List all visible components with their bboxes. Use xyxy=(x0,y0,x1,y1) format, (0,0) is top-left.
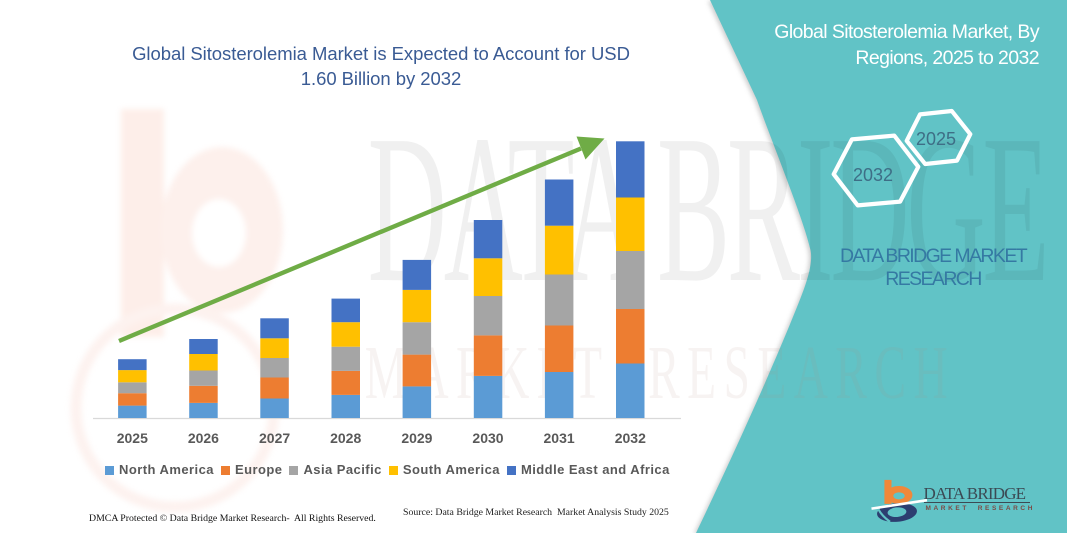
svg-text:DATA BRIDGE: DATA BRIDGE xyxy=(368,92,1047,327)
svg-text:MARKET RESEARCH: MARKET RESEARCH xyxy=(365,331,955,415)
